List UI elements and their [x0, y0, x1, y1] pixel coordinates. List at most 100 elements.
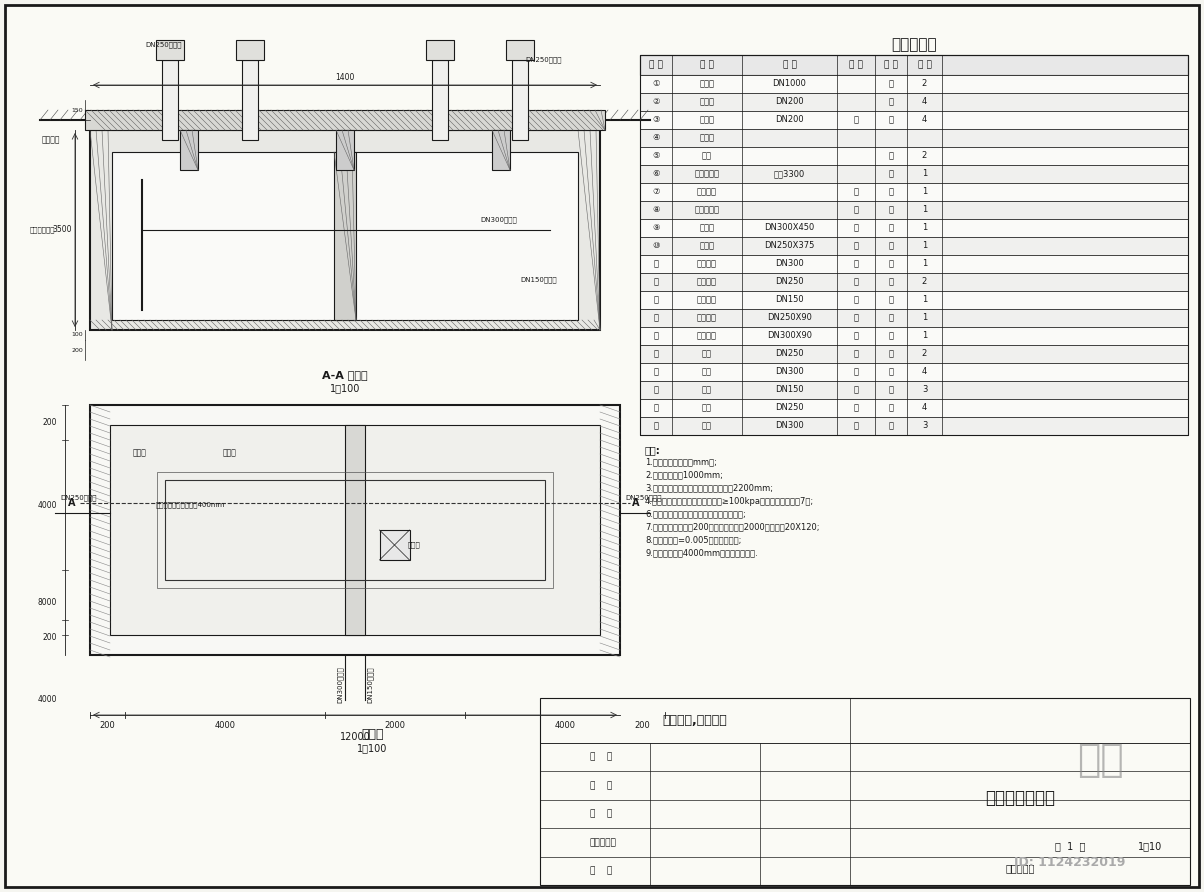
- Text: 米: 米: [889, 422, 893, 431]
- Bar: [641, 201, 1188, 219]
- Text: 穿墙套管: 穿墙套管: [697, 260, 718, 268]
- Text: 喷嘴口支架: 喷嘴口支架: [695, 205, 720, 214]
- Bar: [641, 417, 1188, 435]
- Text: 钢: 钢: [854, 224, 858, 233]
- Text: DN250: DN250: [775, 403, 804, 412]
- Text: DN150排水管: DN150排水管: [520, 277, 556, 284]
- Text: DN300出水管: DN300出水管: [480, 217, 517, 223]
- Text: 土建条件图: 土建条件图: [1005, 863, 1034, 873]
- Text: 只: 只: [889, 97, 893, 106]
- Text: 法兰: 法兰: [702, 368, 712, 376]
- Bar: [492, 130, 510, 170]
- Text: 4.覆盖地面料料基准承载力标准值≥100kpa设计，抗震条件为7度;: 4.覆盖地面料料基准承载力标准值≥100kpa设计，抗震条件为7度;: [645, 497, 814, 506]
- Bar: [432, 60, 448, 140]
- Text: 全部池下水位: 全部池下水位: [30, 227, 55, 234]
- Text: 钢: 钢: [854, 115, 858, 125]
- Text: www.znzmo.com: www.znzmo.com: [114, 145, 285, 255]
- Text: 付: 付: [889, 187, 893, 196]
- Bar: [90, 130, 600, 330]
- Text: 编 号: 编 号: [649, 61, 663, 70]
- Text: 规 格: 规 格: [783, 61, 796, 70]
- Text: DN300: DN300: [775, 422, 804, 431]
- Text: 通风管离地面落土壁厚400mm: 通风管离地面落土壁厚400mm: [155, 501, 225, 508]
- Text: ⑩: ⑩: [653, 242, 660, 251]
- Text: ⑲: ⑲: [654, 403, 659, 412]
- Text: 只: 只: [889, 79, 893, 88]
- Bar: [379, 530, 409, 560]
- Text: ①: ①: [653, 79, 660, 88]
- Text: 4: 4: [922, 368, 927, 376]
- Text: ⑤: ⑤: [653, 152, 660, 161]
- Text: DN1000: DN1000: [773, 79, 807, 88]
- Text: 只: 只: [889, 277, 893, 286]
- Text: 200: 200: [42, 418, 57, 427]
- Text: 钢制弯头: 钢制弯头: [697, 332, 718, 341]
- Text: 4: 4: [922, 97, 927, 106]
- Text: 2.池覆土高度为1000mm;: 2.池覆土高度为1000mm;: [645, 470, 722, 480]
- Text: 钢: 钢: [854, 205, 858, 214]
- Text: 单 位: 单 位: [884, 61, 898, 70]
- Text: 200: 200: [42, 633, 57, 642]
- Bar: [163, 60, 178, 140]
- Text: 钢: 钢: [854, 350, 858, 359]
- Text: 米: 米: [889, 385, 893, 394]
- Text: 钢: 钢: [854, 422, 858, 431]
- Text: ⑱: ⑱: [654, 385, 659, 394]
- Text: 9.出水管管径为4000mm置一个，共两个.: 9.出水管管径为4000mm置一个，共两个.: [645, 549, 757, 558]
- Text: 导流墙: 导流墙: [408, 541, 421, 549]
- Text: 2: 2: [922, 152, 927, 161]
- Text: 4: 4: [922, 115, 927, 125]
- Text: 清水池总布置图: 清水池总布置图: [985, 789, 1055, 807]
- Text: DN250进水管: DN250进水管: [144, 42, 182, 48]
- Text: 工程数量表: 工程数量表: [891, 37, 937, 53]
- Text: 校    对: 校 对: [590, 810, 613, 819]
- Text: ⑨: ⑨: [653, 224, 660, 233]
- Text: 铁梯: 铁梯: [702, 152, 712, 161]
- Bar: [641, 55, 1188, 435]
- Text: 钢: 钢: [854, 332, 858, 341]
- Text: 钢制弯头: 钢制弯头: [697, 313, 718, 323]
- Text: 平面图: 平面图: [361, 729, 384, 741]
- Text: A-A 剖面图: A-A 剖面图: [323, 370, 367, 380]
- Text: 150: 150: [71, 108, 83, 112]
- Bar: [641, 129, 1188, 147]
- Text: 穿墙套管: 穿墙套管: [697, 295, 718, 304]
- Text: ID: 1124232019: ID: 1124232019: [1014, 856, 1126, 870]
- Text: 1: 1: [922, 313, 927, 323]
- Text: A: A: [632, 498, 639, 508]
- Text: 只: 只: [889, 224, 893, 233]
- Text: 1: 1: [922, 224, 927, 233]
- Text: 1400: 1400: [335, 72, 355, 81]
- Text: 制    图: 制 图: [590, 781, 613, 790]
- Text: DN150排水管: DN150排水管: [367, 666, 373, 703]
- Text: DN150: DN150: [775, 295, 804, 304]
- Text: DN250给水管: DN250给水管: [625, 494, 661, 500]
- Text: 2: 2: [922, 350, 927, 359]
- Text: 套: 套: [889, 169, 893, 178]
- Text: ②: ②: [653, 97, 660, 106]
- Text: 2: 2: [922, 277, 927, 286]
- Bar: [641, 55, 1188, 75]
- Text: ③: ③: [653, 115, 660, 125]
- Text: DN300X90: DN300X90: [767, 332, 811, 341]
- Text: 钢管: 钢管: [702, 422, 712, 431]
- Bar: [641, 309, 1188, 327]
- Text: 数 量: 数 量: [917, 61, 932, 70]
- Text: 只: 只: [889, 260, 893, 268]
- Text: ⑥: ⑥: [653, 169, 660, 178]
- Bar: [641, 363, 1188, 381]
- Text: ⑪: ⑪: [654, 260, 659, 268]
- Text: 喷嘴口: 喷嘴口: [700, 242, 714, 251]
- Text: DN300: DN300: [775, 368, 804, 376]
- Text: 1: 1: [922, 242, 927, 251]
- Text: ⑮: ⑮: [654, 332, 659, 341]
- Bar: [426, 40, 454, 60]
- Text: 检修孔: 检修孔: [700, 79, 714, 88]
- Text: 3.充排池前须对下水位在本池底面以上2200mm;: 3.充排池前须对下水位在本池底面以上2200mm;: [645, 483, 773, 492]
- Text: 4000: 4000: [37, 696, 57, 705]
- Text: 200: 200: [635, 721, 650, 730]
- Text: DN150: DN150: [775, 385, 804, 394]
- Text: 1：100: 1：100: [358, 743, 388, 753]
- Text: 水管吊架: 水管吊架: [697, 187, 718, 196]
- Text: 导流墙: 导流墙: [223, 449, 237, 458]
